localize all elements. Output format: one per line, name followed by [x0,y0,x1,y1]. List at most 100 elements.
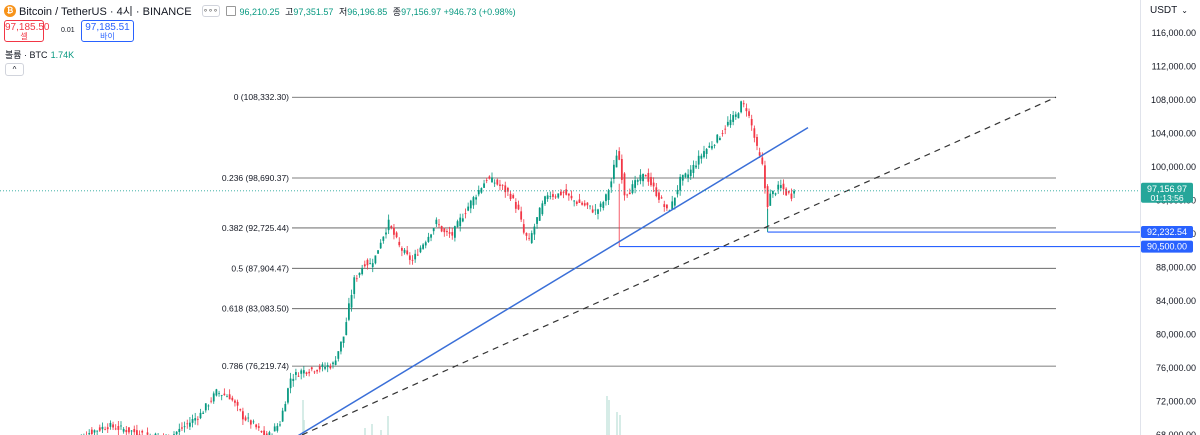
candle-body [613,164,615,179]
candle-body [390,225,393,228]
candle-body [302,370,305,374]
candle-body [220,395,223,397]
currency-selector[interactable]: USDT ⌄ [1146,2,1192,20]
candle-body [756,136,758,146]
candle-body [279,424,281,426]
candle-body [589,205,591,207]
sell-label: 셀 [20,32,28,41]
candle-body [226,396,228,398]
candle-body [504,185,507,193]
volume-legend: 볼륨 · BTC 1.74K [5,48,74,61]
candle-body [711,146,713,149]
candle-body [522,224,525,233]
sell-button[interactable]: 97,185.50 셀 [4,20,50,42]
support-level-tag [1141,240,1193,253]
candle-body [88,433,91,435]
candle-body [681,174,684,181]
candle-body [782,183,785,190]
trend-line-dashed [300,96,1057,435]
candle-body [560,191,562,195]
candle-body [464,213,467,215]
candle-body [459,217,462,227]
candle-body [501,184,504,186]
candle-body [761,157,764,164]
y-tick-label: 80,000.00 [1156,330,1196,340]
candle-body [554,196,557,198]
candle-body [726,121,729,126]
price-axis[interactable]: 116,000.00 112,000.00 108,000.00 104,000.00… [1140,0,1200,435]
candle-body [416,254,419,256]
candle-body [112,424,114,428]
candle-body [766,186,769,207]
candle-body [287,388,289,403]
candle-body [687,174,689,178]
y-tick-label: 88,000.00 [1156,263,1196,273]
candle-body [199,412,202,419]
y-tick-label: 84,000.00 [1156,296,1196,306]
candle-body [610,181,613,188]
spread-value: 0.01 [61,27,75,34]
flag-icon[interactable] [225,6,236,16]
chart-area[interactable]: 0 (108,332.30) 0.236 (98,690.37) 0.382 (92… [0,0,1140,435]
price-chart[interactable]: 0 (108,332.30) 0.236 (98,690.37) 0.382 (92… [0,0,1140,435]
buy-button[interactable]: 97,185.51 바이 [81,20,134,42]
candle-body [284,404,287,412]
candle-body [774,193,777,195]
candle-body [777,184,780,190]
candle-body [398,241,401,246]
candle-body [154,433,157,435]
ohlc-high-label: 고 [285,6,294,17]
candle-body [454,226,456,238]
candle-body [660,197,663,199]
candle-body [430,234,432,238]
candle-body [446,230,448,233]
candle-body [310,367,313,370]
candle-body [385,232,387,235]
candle-body [748,111,750,116]
candle-body [793,190,795,194]
candle-body [684,173,687,177]
candle-body [750,118,753,126]
candle-body [114,428,117,430]
candle-body [517,204,520,210]
candle-body [313,371,316,373]
candle-body [488,176,491,179]
more-dots-icon[interactable]: ∘∘∘ [201,5,220,17]
candle-body [318,366,321,370]
candle-body [586,202,589,206]
candle-body [575,201,578,204]
candle-body [363,264,366,267]
candle-body [764,165,766,189]
candle-body [557,193,560,198]
candle-body [631,184,634,194]
candle-body [705,148,708,154]
candle-body [552,194,554,197]
candle-body [650,177,652,186]
volume-value: 1.74K [50,50,75,60]
currency-label: USDT [1150,5,1178,16]
candle-body [207,405,210,407]
y-tick-label: 104,000.00 [1151,129,1196,139]
candle-body [570,195,573,199]
candle-body [469,200,472,209]
candle-body [414,253,417,260]
candle-body [273,426,276,432]
candle-body [90,429,93,435]
candle-body [260,430,263,433]
candle-body [493,182,496,184]
candle-body [787,191,790,193]
candle-body [136,430,138,435]
candle-body [403,249,406,253]
candle-body [218,393,220,395]
candle-body [623,173,626,196]
candle-body [422,244,424,249]
candle-body [578,199,581,203]
candle-body [581,202,583,205]
candle-body [719,138,721,141]
ohlc-values: 96,210.25 고97,351.57 저96,196.85 종97,156.… [240,5,516,18]
symbol-title[interactable]: Bitcoin / TetherUS · 4시 · BINANCE [19,6,192,18]
candle-body [181,427,183,429]
collapse-chevron-up-icon[interactable]: ^ [5,63,24,76]
candle-body [658,192,660,200]
candle-body [117,426,120,430]
